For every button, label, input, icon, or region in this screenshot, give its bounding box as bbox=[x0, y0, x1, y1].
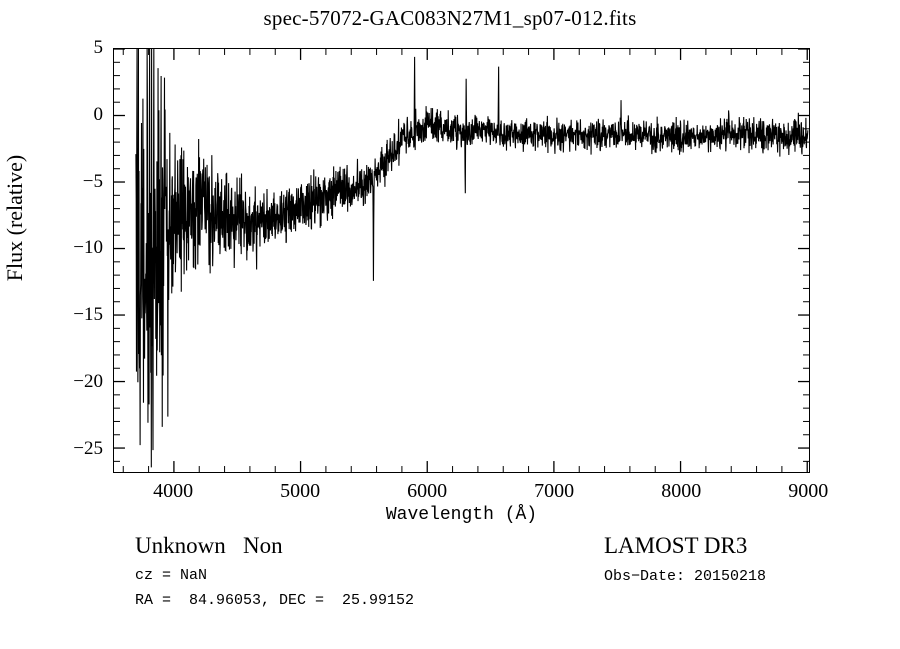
x-tick-label: 4000 bbox=[153, 480, 194, 502]
x-tick-label: 6000 bbox=[407, 480, 448, 502]
page-title: spec-57072-GAC083N27M1_sp07-012.fits bbox=[263, 6, 637, 30]
footer-left: Unknown Non cz = NaN RA = 84.96053, DEC … bbox=[135, 533, 414, 609]
y-tick-label: −15 bbox=[73, 304, 103, 326]
axis-ticks bbox=[114, 49, 809, 472]
y-tick-label: −25 bbox=[73, 437, 103, 459]
x-axis-label: Wavelength (Å) bbox=[385, 505, 538, 525]
y-tick-label: −10 bbox=[73, 237, 103, 259]
x-tick-label: 8000 bbox=[661, 480, 702, 502]
footer-right: LAMOST DR3 Obs−Date: 20150218 bbox=[604, 533, 766, 585]
y-tick-label: 5 bbox=[93, 37, 104, 58]
spectrum-polyline bbox=[135, 49, 809, 468]
y-axis-label: Flux (relative) bbox=[2, 154, 27, 282]
y-tick-label: −20 bbox=[73, 371, 103, 393]
object-class: Unknown Non bbox=[135, 533, 283, 558]
survey-name: LAMOST DR3 bbox=[604, 533, 748, 558]
coordinates: RA = 84.96053, DEC = 25.99152 bbox=[135, 592, 415, 609]
x-tick-label: 7000 bbox=[534, 480, 575, 502]
x-tick-label: 5000 bbox=[280, 480, 321, 502]
y-tick-label: 0 bbox=[93, 103, 104, 125]
cz-value: cz = NaN bbox=[135, 567, 208, 584]
y-tick-label: −5 bbox=[82, 170, 103, 192]
observation-date: Obs−Date: 20150218 bbox=[604, 568, 767, 585]
spectrum-line bbox=[114, 49, 809, 472]
x-tick-label: 9000 bbox=[788, 480, 829, 502]
plot-area bbox=[113, 48, 810, 473]
